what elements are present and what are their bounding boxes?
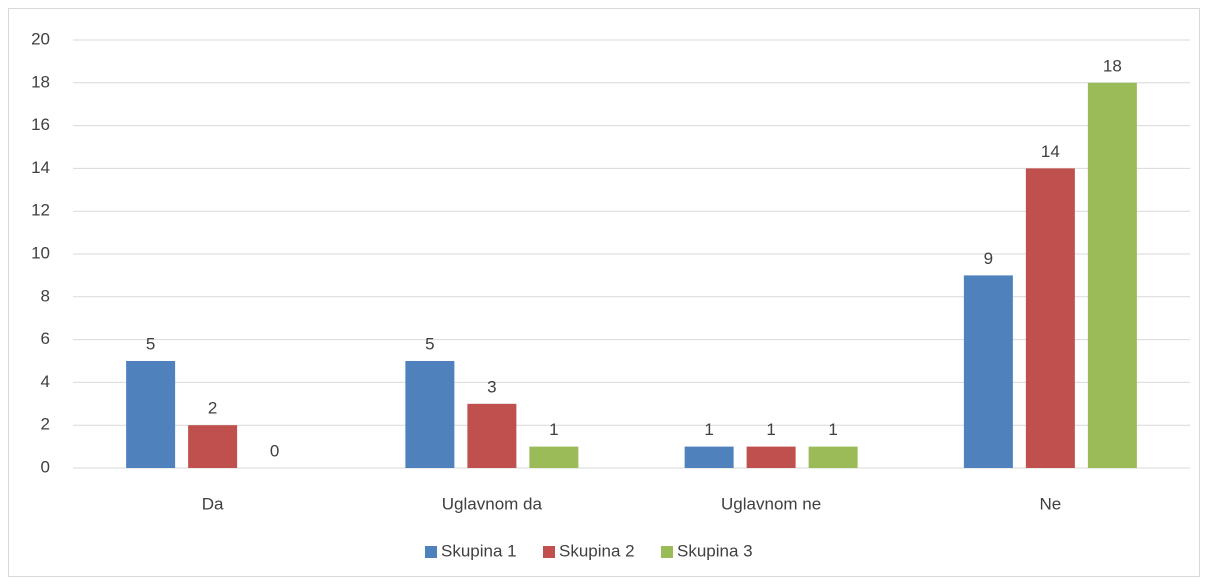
bar	[126, 361, 176, 468]
bar	[1087, 82, 1137, 469]
x-tick-label: Da	[202, 494, 224, 513]
data-label: 5	[146, 334, 155, 353]
y-tick-label: 6	[41, 329, 50, 348]
y-tick-label: 14	[31, 158, 50, 177]
data-label: 18	[1103, 56, 1122, 75]
x-tick-label: Ne	[1040, 494, 1062, 513]
legend-swatch	[425, 546, 437, 558]
y-tick-label: 0	[41, 457, 50, 476]
data-label: 3	[487, 377, 496, 396]
y-tick-label: 20	[31, 29, 50, 48]
y-tick-label: 4	[41, 372, 50, 391]
data-label: 9	[984, 249, 993, 268]
bar	[188, 425, 238, 468]
data-label: 1	[549, 420, 558, 439]
bar	[808, 446, 858, 468]
data-label: 5	[425, 334, 434, 353]
legend-label: Skupina 1	[441, 541, 517, 560]
y-tick-label: 10	[31, 243, 50, 262]
bar	[1025, 168, 1075, 468]
bar	[467, 403, 517, 468]
data-label: 1	[704, 420, 713, 439]
data-label: 2	[208, 399, 217, 418]
y-tick-label: 8	[41, 286, 50, 305]
chart-frame	[8, 8, 1200, 577]
bar	[746, 446, 796, 468]
legend-label: Skupina 3	[677, 541, 753, 560]
data-label: 14	[1041, 142, 1060, 161]
legend-swatch	[543, 546, 555, 558]
x-tick-label: Uglavnom ne	[721, 494, 821, 513]
bar	[684, 446, 734, 468]
bar	[405, 361, 455, 468]
legend-swatch	[661, 546, 673, 558]
x-tick-label: Uglavnom da	[442, 494, 543, 513]
y-tick-label: 12	[31, 201, 50, 220]
bar	[963, 275, 1013, 468]
data-label: 1	[828, 420, 837, 439]
y-tick-label: 2	[41, 415, 50, 434]
legend-label: Skupina 2	[559, 541, 635, 560]
data-label: 1	[766, 420, 775, 439]
data-label: 0	[270, 441, 279, 460]
bar	[529, 446, 579, 468]
y-tick-label: 16	[31, 115, 50, 134]
y-tick-label: 18	[31, 72, 50, 91]
